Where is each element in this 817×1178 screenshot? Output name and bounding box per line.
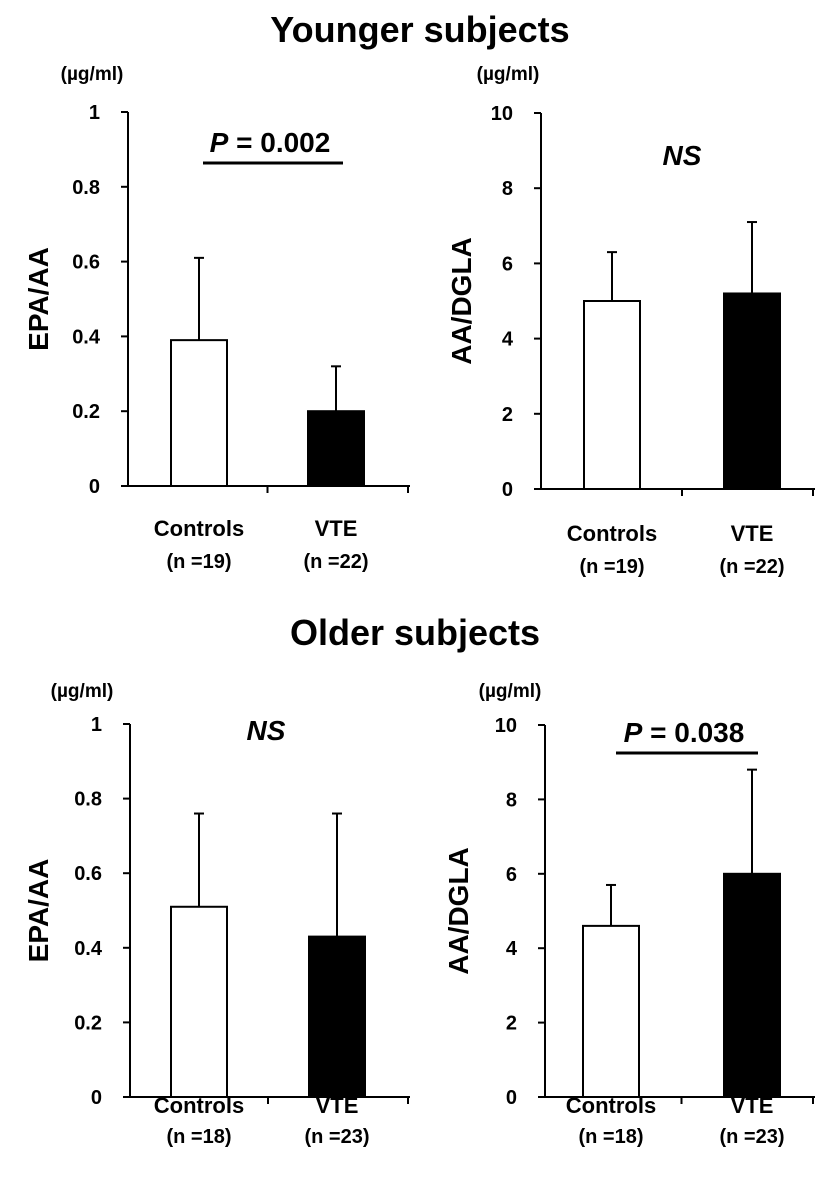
- count-label: (n =22): [719, 556, 784, 578]
- y-tick-label: 1: [89, 102, 100, 124]
- category-label: Controls: [154, 1093, 244, 1118]
- count-label: (n =18): [166, 1126, 231, 1148]
- unit-label: (µg/ml): [479, 681, 542, 702]
- y-tick-label: 4: [506, 938, 518, 960]
- count-label: (n =22): [303, 551, 368, 573]
- unit-label: (µg/ml): [51, 681, 114, 702]
- count-label: (n =18): [578, 1126, 643, 1148]
- y-tick-label: 0.4: [72, 326, 101, 348]
- y-tick-label: 0: [502, 479, 513, 501]
- y-tick-label: 0.8: [72, 177, 100, 199]
- section-title-older: Older subjects: [290, 612, 540, 653]
- category-label: VTE: [731, 521, 774, 546]
- count-label: (n =23): [719, 1126, 784, 1148]
- y-axis-label: AA/DGLA: [446, 237, 477, 365]
- category-label: Controls: [566, 1093, 656, 1118]
- annotation-italic: NS: [247, 715, 286, 746]
- bar-vte: [308, 935, 366, 1098]
- y-tick-label: 8: [502, 178, 513, 200]
- significance-annotation: P = 0.002: [210, 127, 331, 158]
- unit-label: (µg/ml): [477, 64, 540, 85]
- y-tick-label: 2: [506, 1013, 517, 1035]
- annotation-value: = 0.038: [642, 717, 744, 748]
- y-tick-label: 0.8: [74, 789, 102, 811]
- significance-annotation: P = 0.038: [624, 717, 745, 748]
- annotation-italic: NS: [663, 140, 702, 171]
- chart-panel-4: (µg/ml) AA/DGLA 0 2 4 6 8 10 Controls (n =18) VTE (…: [443, 681, 815, 1148]
- count-label: (n =23): [304, 1126, 369, 1148]
- bar-controls: [170, 905, 228, 1099]
- y-tick-label: 0: [506, 1087, 517, 1109]
- annotation-italic: P: [624, 717, 643, 748]
- y-tick-label: 2: [502, 404, 513, 426]
- bar-controls: [582, 924, 640, 1098]
- chart-panel-2: (µg/ml) AA/DGLA 0 2 4 6 8 10 Controls (n =19) VTE (…: [446, 64, 815, 578]
- category-label: Controls: [154, 516, 244, 541]
- y-axis-label: EPA/AA: [23, 247, 54, 351]
- y-tick-label: 10: [495, 715, 517, 737]
- section-title-younger: Younger subjects: [270, 9, 569, 50]
- category-label: VTE: [316, 1093, 359, 1118]
- category-label: VTE: [731, 1093, 774, 1118]
- significance-annotation: NS: [663, 140, 702, 171]
- y-tick-label: 0.6: [72, 252, 100, 274]
- category-label: VTE: [315, 516, 358, 541]
- bar-vte: [723, 292, 781, 491]
- y-axis-label: EPA/AA: [23, 859, 54, 963]
- unit-label: (µg/ml): [61, 64, 124, 85]
- y-tick-label: 10: [491, 103, 513, 125]
- count-label: (n =19): [579, 556, 644, 578]
- significance-annotation: NS: [247, 715, 286, 746]
- y-tick-label: 0.6: [74, 863, 102, 885]
- y-tick-label: 6: [506, 864, 517, 886]
- chart-panel-3: (µg/ml) EPA/AA 0 0.2 0.4 0.6 0.8 1 Controls (n =1…: [23, 681, 410, 1148]
- y-tick-label: 0.4: [74, 938, 103, 960]
- bar-vte: [723, 872, 781, 1098]
- bar-controls: [583, 300, 641, 490]
- annotation-italic: P: [210, 127, 229, 158]
- y-tick-label: 1: [91, 714, 102, 736]
- count-label: (n =19): [166, 551, 231, 573]
- annotation-value: = 0.002: [228, 127, 330, 158]
- y-tick-label: 8: [506, 789, 517, 811]
- y-tick-label: 0: [91, 1087, 102, 1109]
- y-tick-label: 0: [89, 476, 100, 498]
- y-tick-label: 0.2: [72, 401, 100, 423]
- chart-panel-1: (µg/ml) EPA/AA 0 0.2 0.4 0.6 0.8 1 Controls (n =1…: [23, 64, 410, 573]
- category-label: Controls: [567, 521, 657, 546]
- y-tick-label: 0.2: [74, 1012, 102, 1034]
- charts-group: (µg/ml) EPA/AA 0 0.2 0.4 0.6 0.8 1 Controls (n =1…: [23, 64, 815, 1148]
- y-tick-label: 6: [502, 253, 513, 275]
- bar-vte: [307, 410, 365, 488]
- y-axis-label: AA/DGLA: [443, 847, 474, 975]
- bar-controls: [170, 339, 228, 488]
- y-tick-label: 4: [502, 329, 514, 351]
